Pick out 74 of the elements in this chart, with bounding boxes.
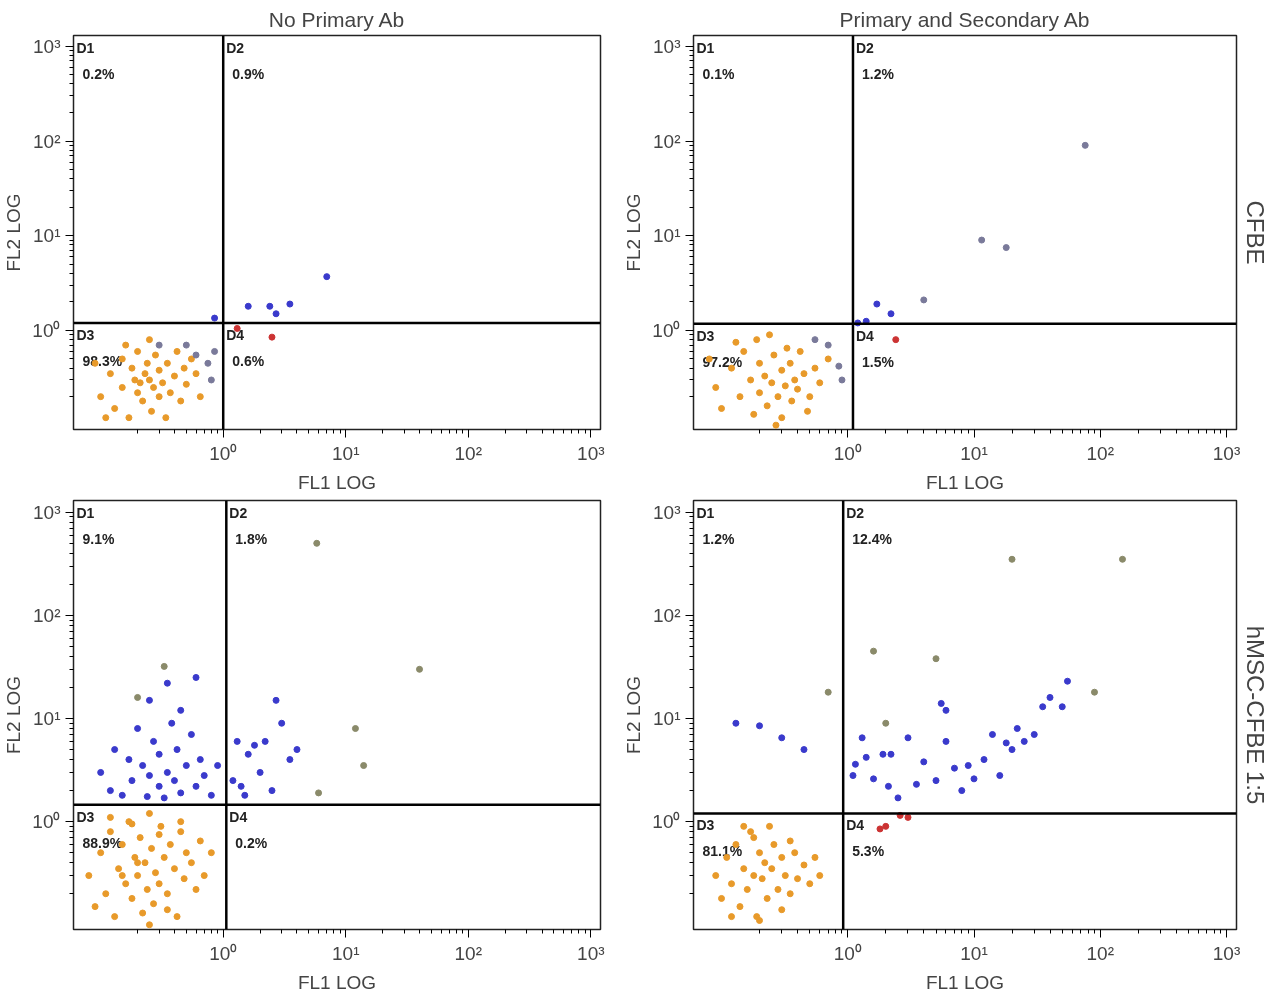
y-tick-label: 10¹ [653,225,681,247]
annotation: D1 [76,39,95,56]
annotation: D3 [76,326,95,343]
y-tick-label: 10⁰ [652,319,681,341]
y-axis-title: FL2 LOG [3,675,25,755]
text: CFBE [1241,200,1269,265]
annotation: 81.1% [702,843,743,860]
chart-title: No Primary Ab [268,7,405,31]
y-tick-label: 10⁰ [32,811,61,833]
x-tick-label: 10⁰ [209,942,238,964]
y-tick-label: 10³ [653,501,681,523]
y-tick-label: 10⁰ [32,319,61,341]
x-tick-label: 10³ [577,942,605,964]
y-axis-title: FL2 LOG [623,193,645,272]
x-tick-label: 10³ [1212,442,1241,464]
x-tick-label: 10¹ [960,442,988,464]
y-tick-label: 10¹ [33,225,61,247]
annotation: 0.6% [232,352,265,369]
x-tick-label: 10⁰ [209,442,238,464]
annotation: D2 [229,504,248,521]
y-tick-label: 10² [653,604,681,626]
y-tick-label: 10³ [33,35,61,57]
x-axis-title: FL1 LOG [297,971,377,993]
x-tick-label: 10² [454,942,483,964]
annotation: 0.2% [82,65,115,82]
x-tick-label: 10³ [1212,942,1241,964]
annotation: 12.4% [852,530,893,547]
y-tick-label: 10⁰ [652,811,681,833]
x-tick-label: 10² [454,442,483,464]
annotation: D2 [855,39,875,56]
annotation: 5.3% [852,843,885,860]
y-tick-label: 10¹ [653,708,681,730]
x-tick-label: 10⁰ [833,942,862,964]
y-tick-label: 10³ [33,501,61,523]
x-tick-label: 10¹ [332,942,360,964]
text: hMSC-CFBE 1:5 [1241,625,1269,805]
annotation: 1.5% [861,353,895,370]
annotation: 0.2% [235,834,268,851]
annotation: 1.2% [861,65,895,82]
annotation: 9.1% [82,530,115,547]
annotation: D4 [229,808,248,825]
y-tick-label: 10³ [653,35,681,57]
annotation: D1 [696,39,715,56]
annotation: 88.9% [82,834,123,851]
annotation: D1 [76,504,95,521]
x-tick-label: 10² [1086,942,1114,964]
chart-title: Primary and Secondary Ab [839,7,1090,31]
y-tick-label: 10² [33,130,61,152]
y-tick-label: 10² [653,130,681,152]
annotation: D4 [846,817,865,834]
x-axis-title: FL1 LOG [297,471,377,493]
annotation: 1.2% [702,530,735,547]
x-tick-label: 10¹ [960,942,988,964]
x-axis-title: FL1 LOG [925,471,1005,493]
annotation: D2 [846,504,865,521]
x-tick-label: 10¹ [332,442,360,464]
x-axis-title: FL1 LOG [925,971,1005,993]
y-tick-label: 10¹ [33,708,61,730]
x-tick-label: 10⁰ [833,442,862,464]
annotation: 0.9% [232,65,265,82]
annotation: 0.1% [702,65,735,82]
x-tick-label: 10³ [577,442,605,464]
annotation: D3 [696,817,715,834]
y-axis-title: FL2 LOG [3,193,25,272]
annotation: D1 [696,504,715,521]
annotation: D4 [226,326,245,343]
x-tick-label: 10² [1086,442,1114,464]
annotation: D4 [855,327,875,344]
annotation: D3 [696,327,715,344]
y-axis-title: FL2 LOG [623,675,645,755]
annotation: D2 [226,39,245,56]
annotation: 1.8% [235,530,268,547]
y-tick-label: 10² [33,604,61,626]
annotation: D3 [76,808,95,825]
